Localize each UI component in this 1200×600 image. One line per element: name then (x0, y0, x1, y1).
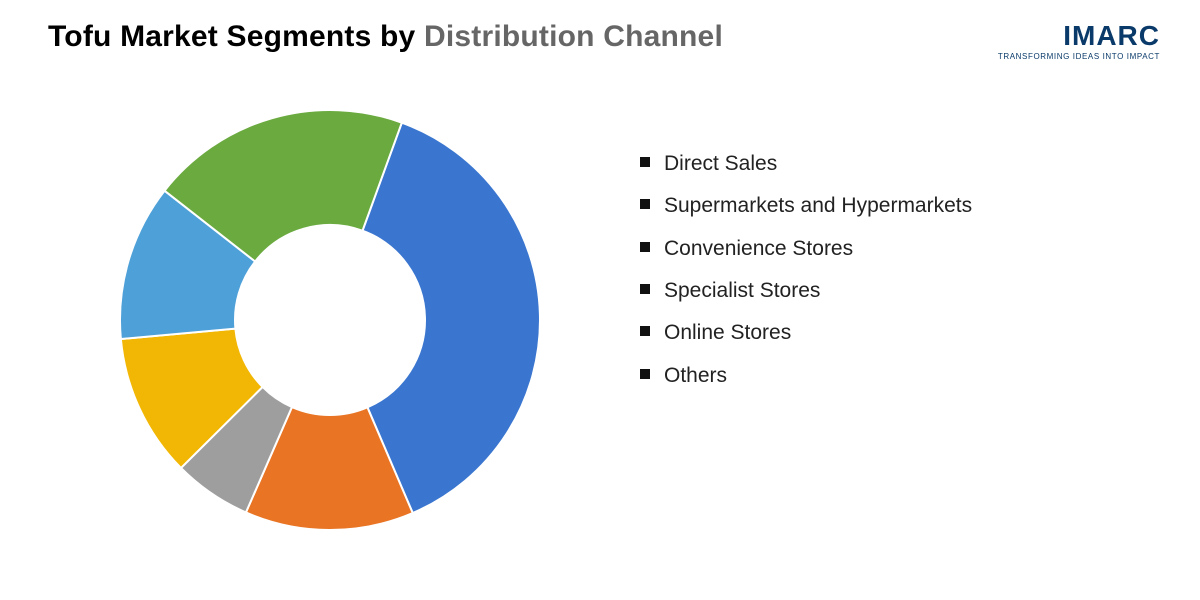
legend-bullet-icon (640, 369, 650, 379)
legend-bullet-icon (640, 284, 650, 294)
legend-bullet-icon (640, 242, 650, 252)
legend-item-1: Supermarkets and Hypermarkets (640, 192, 1060, 220)
title-pre: Tofu Market Segments by (48, 20, 424, 53)
legend-item-0: Direct Sales (640, 150, 1060, 178)
legend-bullet-icon (640, 157, 650, 167)
chart-area (100, 90, 580, 575)
legend-item-2: Convenience Stores (640, 235, 1060, 263)
donut-slice-0 (362, 123, 540, 513)
legend-label: Supermarkets and Hypermarkets (664, 192, 972, 220)
legend-label: Convenience Stores (664, 235, 853, 263)
brand-logo-text: IMARC (998, 20, 1160, 52)
page-title: Tofu Market Segments by Distribution Cha… (48, 20, 723, 54)
brand-logo-tagline: TRANSFORMING IDEAS INTO IMPACT (998, 52, 1160, 61)
legend-label: Specialist Stores (664, 277, 820, 305)
legend-label: Direct Sales (664, 150, 777, 178)
legend-item-4: Online Stores (640, 319, 1060, 347)
legend-bullet-icon (640, 326, 650, 336)
chart-legend: Direct Sales Supermarkets and Hypermarket… (640, 150, 1060, 404)
legend-label: Others (664, 362, 727, 390)
title-highlight: Distribution Channel (424, 20, 723, 53)
legend-item-3: Specialist Stores (640, 277, 1060, 305)
legend-bullet-icon (640, 199, 650, 209)
page: Tofu Market Segments by Distribution Cha… (0, 0, 1200, 600)
legend-item-5: Others (640, 362, 1060, 390)
legend-label: Online Stores (664, 319, 791, 347)
brand-logo: IMARC TRANSFORMING IDEAS INTO IMPACT (998, 20, 1160, 61)
title-row: Tofu Market Segments by Distribution Cha… (48, 20, 1160, 61)
donut-svg (100, 90, 580, 570)
donut-chart (100, 90, 580, 575)
